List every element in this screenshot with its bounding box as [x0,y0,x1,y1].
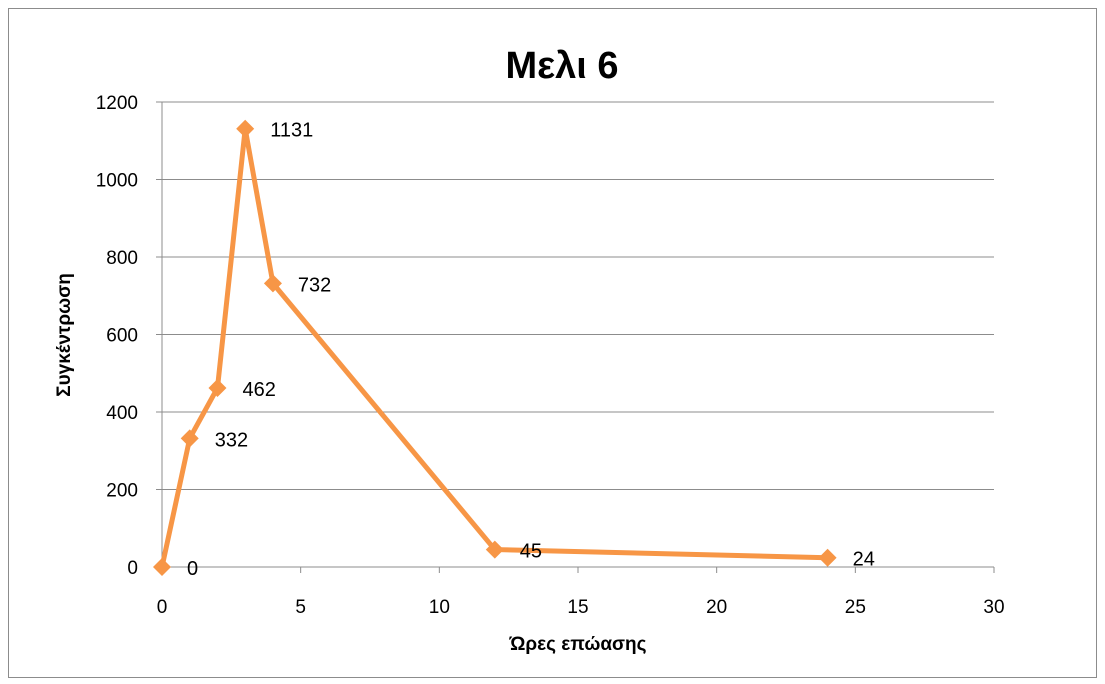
x-tick-labels: 0 5 10 15 20 25 30 [157,597,1005,618]
data-markers [153,119,837,576]
x-tick-label: 0 [157,597,168,618]
data-point-marker [236,119,255,138]
x-tick-label: 5 [295,597,306,618]
y-tick-labels: 0 200 400 600 800 1000 1200 [96,93,138,579]
data-labels: 0 332 462 1131 732 45 24 [187,120,875,580]
x-tick-label: 20 [706,597,727,618]
y-tick-label: 200 [106,481,138,502]
x-tick-label: 10 [429,597,450,618]
x-tick-label: 30 [983,597,1004,618]
data-label: 732 [298,274,331,296]
y-tick-label: 0 [127,558,138,579]
data-label: 45 [520,541,542,563]
data-point-marker [208,378,227,397]
x-tick-label: 25 [845,597,866,618]
axes [156,101,995,573]
y-tick-label: 600 [106,326,138,347]
data-label: 24 [853,549,875,571]
x-axis-title: Ώρες επώασης [508,634,646,655]
data-point-marker [153,558,171,576]
y-tick-label: 1000 [96,171,138,192]
grid-lines [162,101,994,490]
data-point-marker [818,548,837,567]
series-line-path [159,126,828,568]
chart-frame [8,8,1097,678]
y-axis-title: Συγκέντρωση [54,273,75,397]
data-label: 332 [215,429,248,451]
y-tick-label: 800 [106,248,138,269]
series-line [159,126,828,568]
data-label: 1131 [270,120,313,142]
x-tick-label: 15 [567,597,588,618]
data-point-marker [180,429,199,448]
data-point-marker [485,540,504,559]
chart-title: Μελι 6 [505,45,618,87]
data-label: 462 [242,379,275,401]
y-tick-label: 1200 [96,93,138,114]
data-label: 0 [187,558,198,580]
data-point-marker [263,274,282,293]
y-tick-label: 400 [106,403,138,424]
